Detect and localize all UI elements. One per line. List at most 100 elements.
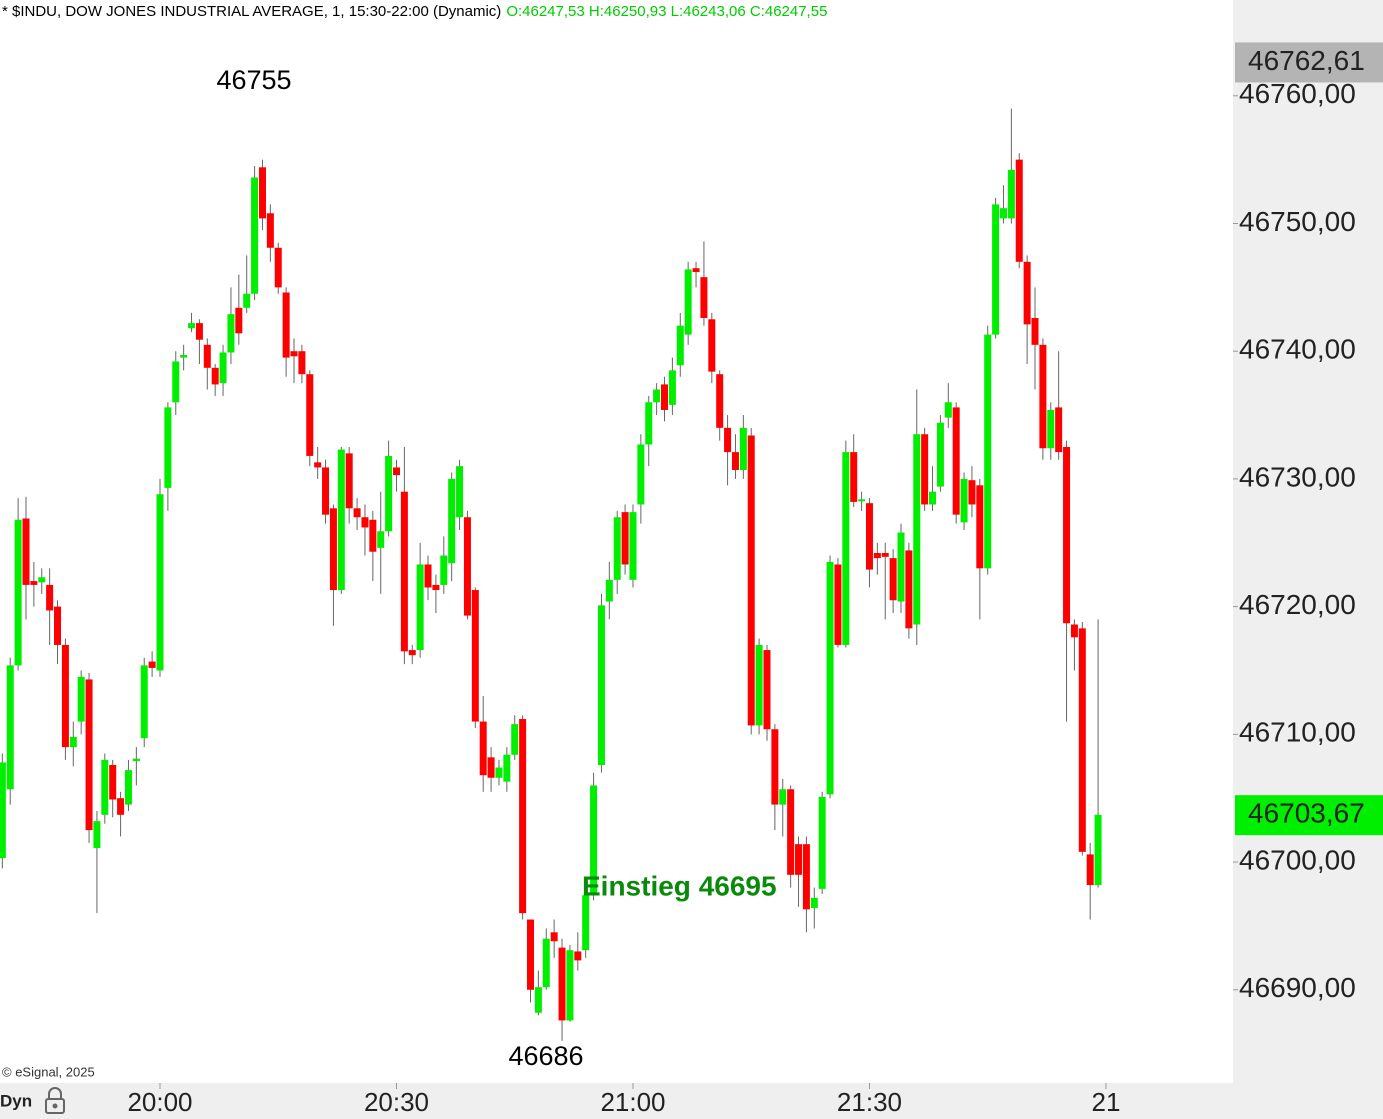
candle-body (605, 579, 613, 602)
candle-body (353, 508, 361, 518)
candle-body (527, 919, 535, 990)
candle-body (826, 561, 834, 795)
candle-body (881, 552, 889, 557)
candle-body (716, 374, 724, 428)
candle-body (456, 466, 464, 518)
candle-body (46, 584, 54, 611)
annotation: 46755 (216, 65, 291, 95)
candle-body (921, 434, 929, 505)
candle-body (1055, 407, 1063, 453)
mode-label: Dyn (0, 1091, 32, 1110)
time-axis-panel (0, 1083, 1383, 1119)
candle-body (148, 661, 156, 668)
candle-body (227, 314, 235, 353)
candle-body (0, 762, 6, 859)
candle-body (842, 452, 850, 645)
candle-body (400, 491, 408, 652)
candle-body (905, 550, 913, 629)
candle-body (818, 796, 826, 889)
candle-body (897, 532, 905, 602)
candle-body (992, 204, 1000, 335)
candle-body (755, 644, 763, 726)
candle-body (968, 480, 976, 505)
candle-body (282, 292, 290, 358)
candle-body (180, 355, 188, 358)
candle-body (487, 757, 495, 778)
candle-body (519, 719, 527, 914)
y-tick-label: 46730,00 (1239, 461, 1356, 492)
candle-body (771, 729, 779, 805)
candle-body (1023, 261, 1031, 325)
candle-body (69, 736, 77, 748)
candle-body (1063, 446, 1071, 624)
candle-body (211, 367, 219, 385)
candle-body (258, 167, 266, 219)
price-axis-panel (1233, 0, 1383, 1119)
candle-body (574, 951, 582, 961)
candle-body (140, 665, 148, 739)
candle-body (432, 584, 440, 591)
candle-body (913, 434, 921, 625)
candle-body (661, 384, 669, 410)
candle-body (77, 676, 85, 722)
y-tick-label: 46710,00 (1239, 717, 1356, 748)
candle-body (290, 351, 298, 357)
candle-body (653, 389, 661, 403)
candle-body (692, 268, 700, 273)
candle-body (534, 987, 542, 1013)
candle-body (337, 449, 345, 591)
candle-body (747, 435, 755, 726)
candle-body (85, 679, 93, 831)
x-tick-label: 21 (1091, 1087, 1120, 1117)
candle-body (329, 508, 337, 591)
candle-body (14, 519, 22, 666)
candle-body (61, 644, 69, 748)
candle-body (117, 798, 125, 815)
candle-body (999, 208, 1007, 219)
candle-body (243, 293, 251, 308)
candle-body (1007, 169, 1015, 219)
x-tick-label: 20:00 (127, 1087, 192, 1117)
candle-body (132, 758, 140, 762)
candles (0, 108, 1102, 1041)
annotation: Einstieg 46695 (582, 870, 777, 901)
candle-body (629, 512, 637, 580)
candle-body (495, 767, 503, 778)
x-tick-label: 21:30 (837, 1087, 902, 1117)
axes: 46690,00 46700,00 46710,00 46720,00 46730,00… (127, 42, 1383, 1117)
candle-body (550, 932, 558, 942)
candle-body (787, 789, 795, 875)
candle-body (834, 564, 842, 645)
candle-body (676, 325, 684, 366)
candle-body (195, 323, 203, 340)
candle-body (1078, 628, 1086, 852)
candle-body (802, 844, 810, 910)
candle-body (984, 334, 992, 569)
candle-body (1015, 159, 1023, 262)
candle-body (22, 518, 30, 585)
candle-body (590, 785, 598, 896)
price-marker (1235, 795, 1383, 836)
y-tick-label: 46740,00 (1239, 334, 1356, 365)
x-tick-label: 21:00 (600, 1087, 665, 1117)
candle-body (392, 467, 400, 476)
candle-body (731, 452, 739, 470)
candle-body (1094, 814, 1102, 886)
candle-body (377, 531, 385, 548)
candle-body (203, 344, 211, 368)
candle-body (558, 947, 566, 1021)
candle-body (582, 895, 590, 951)
candle-body (274, 247, 282, 288)
candle-body (219, 352, 227, 384)
candle-body (700, 277, 708, 319)
candle-body (361, 517, 369, 528)
candle-body (1070, 624, 1078, 638)
candle-body (156, 494, 164, 671)
candle-body (865, 503, 873, 570)
candle-body (471, 590, 479, 722)
candle-body (724, 427, 732, 453)
candle-body (251, 177, 259, 294)
price-marker (1235, 42, 1383, 83)
